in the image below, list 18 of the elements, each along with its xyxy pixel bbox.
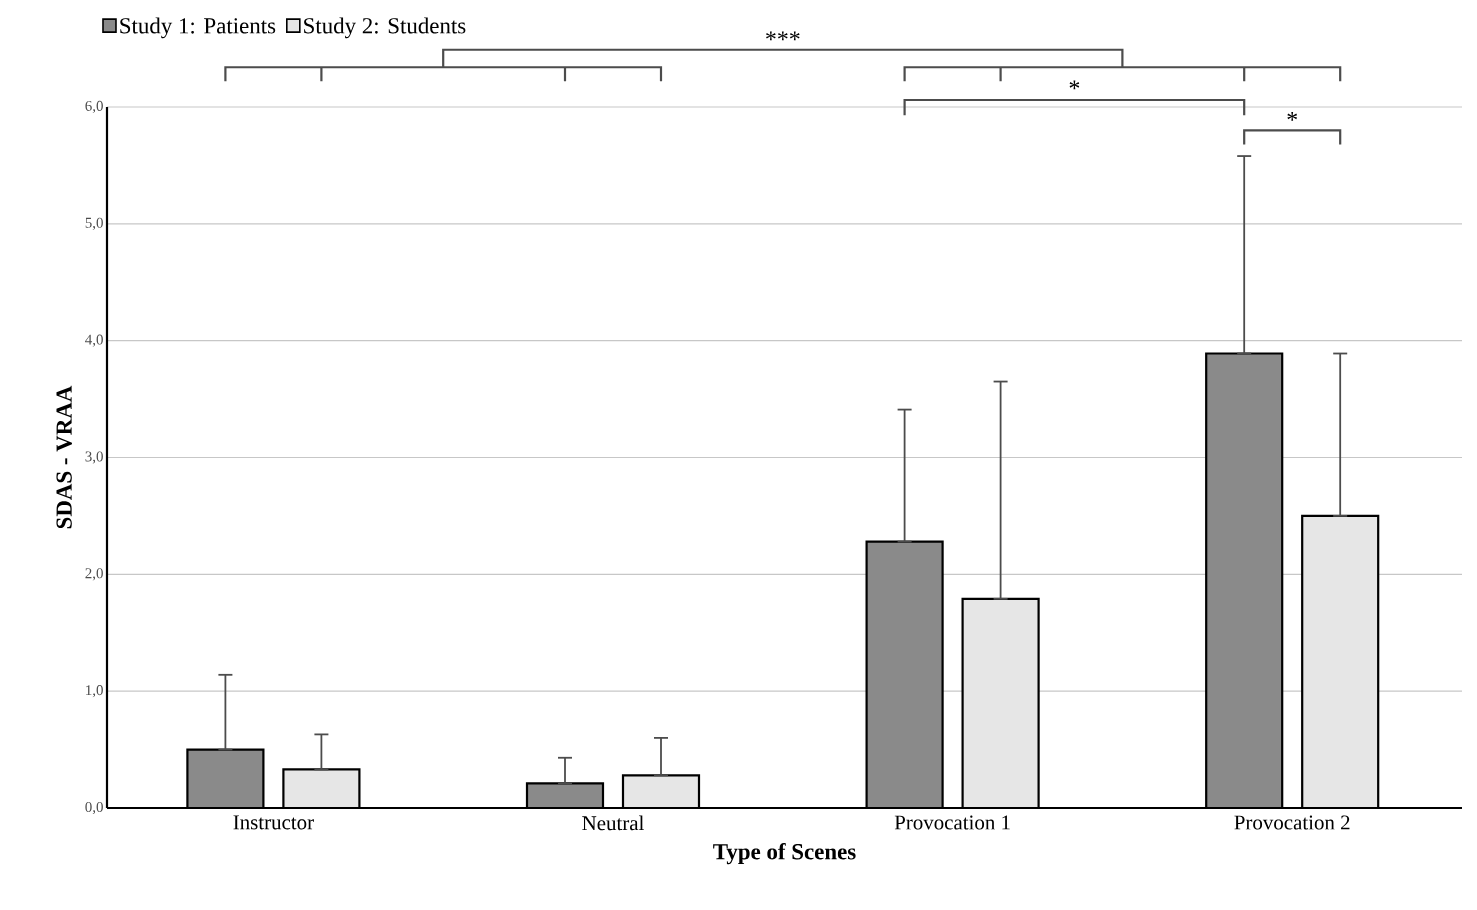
- text: ***: [766, 31, 800, 41]
- x-tick-label: Neutral: [582, 815, 644, 831]
- y-tick-label: 3,0: [85, 451, 103, 464]
- x-tick-label: Instructor: [233, 815, 314, 830]
- y-tick-label: 1,0: [86, 685, 103, 698]
- y-tick-label: 5,0: [85, 217, 103, 230]
- annotation: *: [1287, 112, 1298, 121]
- text: *: [1069, 80, 1080, 90]
- y-tick-label: 2,0: [85, 568, 103, 581]
- y-tick-label: 0,0: [85, 801, 103, 815]
- x-tick-label: Provocation 2: [1234, 815, 1350, 830]
- x-tick-label: Provocation 1: [894, 815, 1010, 830]
- x-axis-title: Type of Scenes: [713, 843, 856, 865]
- legend-label: Study 2: Students: [304, 17, 466, 39]
- y-tick-label: 6,0: [85, 100, 103, 114]
- legend-label: Study 1: Patients: [120, 17, 276, 39]
- y-tick-label: 4,0: [85, 334, 103, 347]
- y-axis-title: SDAS - VRAA: [56, 385, 72, 529]
